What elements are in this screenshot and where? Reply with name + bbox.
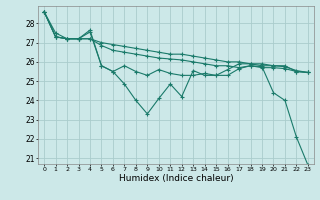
X-axis label: Humidex (Indice chaleur): Humidex (Indice chaleur) [119,174,233,183]
